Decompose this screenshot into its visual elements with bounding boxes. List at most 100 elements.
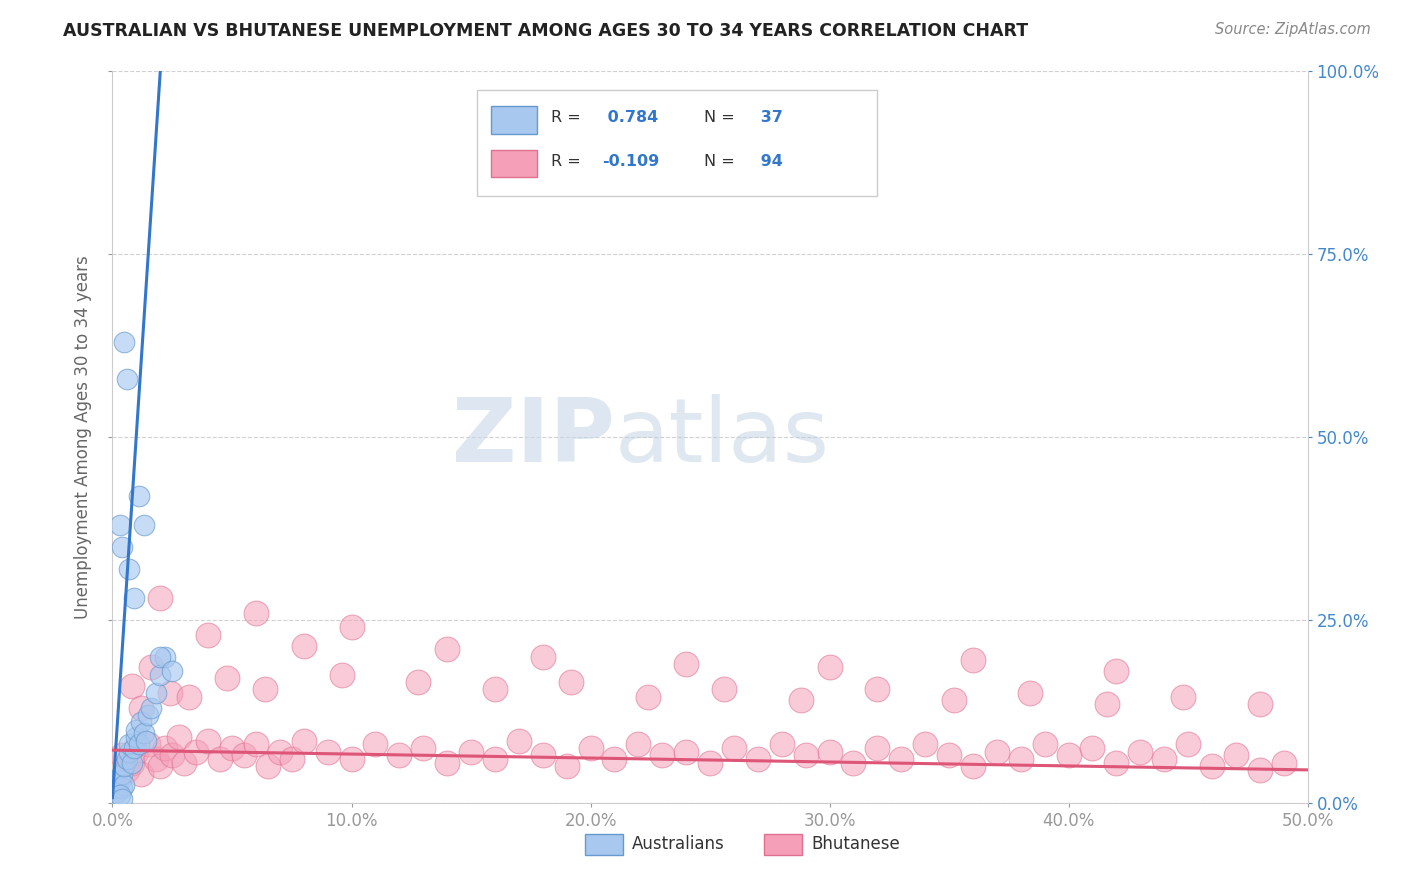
Text: Source: ZipAtlas.com: Source: ZipAtlas.com [1215, 22, 1371, 37]
Point [149, 649, 172, 664]
Point [1129, 745, 1152, 759]
Point [233, 748, 256, 763]
Point [723, 740, 745, 755]
Point [942, 693, 965, 707]
Point [159, 686, 181, 700]
FancyBboxPatch shape [491, 106, 537, 134]
Point [104, 778, 127, 792]
Point [269, 745, 291, 759]
Point [114, 759, 135, 773]
Point [209, 752, 232, 766]
Point [108, 789, 131, 803]
Point [1225, 748, 1247, 763]
Point [115, 763, 138, 777]
Point [111, 781, 134, 796]
FancyBboxPatch shape [491, 150, 537, 178]
Point [138, 708, 160, 723]
Point [1081, 740, 1104, 755]
Point [508, 733, 530, 747]
Point [128, 489, 150, 503]
Point [340, 620, 363, 634]
Point [177, 690, 200, 704]
Point [1095, 697, 1118, 711]
Point [139, 700, 162, 714]
Point [292, 733, 315, 747]
Point [1249, 697, 1271, 711]
Text: ZIP: ZIP [451, 393, 614, 481]
Point [436, 642, 458, 657]
Point [436, 756, 458, 770]
Point [129, 715, 152, 730]
Text: 0.784: 0.784 [603, 110, 659, 125]
Point [1019, 686, 1042, 700]
Point [186, 745, 208, 759]
Point [111, 748, 134, 763]
Point [986, 745, 1008, 759]
Point [938, 748, 960, 763]
Point [169, 730, 191, 744]
Point [118, 562, 141, 576]
Point [388, 748, 411, 763]
Point [1177, 737, 1199, 751]
Point [149, 759, 172, 773]
Point [129, 700, 152, 714]
Point [1057, 748, 1080, 763]
Text: Bhutanese: Bhutanese [811, 836, 900, 854]
Point [484, 682, 506, 697]
Point [866, 682, 889, 697]
Point [108, 770, 131, 784]
Point [818, 745, 841, 759]
Point [135, 733, 157, 747]
Point [197, 733, 219, 747]
Point [128, 737, 150, 751]
Point [162, 748, 183, 763]
Point [747, 752, 769, 766]
Point [281, 752, 304, 766]
Point [1272, 756, 1295, 770]
Point [139, 660, 162, 674]
Point [125, 745, 148, 759]
Text: 94: 94 [755, 153, 783, 169]
Point [890, 752, 912, 766]
Point [217, 672, 239, 686]
Point [121, 756, 143, 770]
Point [316, 745, 339, 759]
Point [794, 748, 817, 763]
Point [153, 649, 176, 664]
Point [111, 540, 134, 554]
Point [531, 748, 554, 763]
Point [114, 778, 135, 792]
Point [292, 639, 315, 653]
Point [460, 745, 482, 759]
Point [1249, 763, 1271, 777]
Text: N =: N = [704, 153, 740, 169]
Point [121, 756, 143, 770]
Point [914, 737, 936, 751]
Point [1105, 756, 1128, 770]
Point [675, 745, 697, 759]
Point [1173, 690, 1195, 704]
Point [221, 740, 243, 755]
Point [121, 679, 143, 693]
Text: AUSTRALIAN VS BHUTANESE UNEMPLOYMENT AMONG AGES 30 TO 34 YEARS CORRELATION CHART: AUSTRALIAN VS BHUTANESE UNEMPLOYMENT AMO… [63, 22, 1028, 40]
Point [145, 752, 167, 766]
FancyBboxPatch shape [585, 833, 623, 855]
Point [364, 737, 387, 751]
Point [118, 745, 141, 759]
Point [818, 660, 841, 674]
Point [145, 686, 167, 700]
Point [245, 606, 267, 620]
Point [108, 773, 131, 788]
Point [770, 737, 793, 751]
Point [149, 591, 172, 605]
Text: R =: R = [551, 153, 586, 169]
Point [257, 759, 280, 773]
Point [125, 730, 148, 744]
Point [675, 657, 697, 671]
Point [108, 517, 131, 532]
Point [962, 653, 984, 667]
FancyBboxPatch shape [763, 833, 801, 855]
Point [1010, 752, 1032, 766]
Point [254, 682, 277, 697]
Point [132, 517, 155, 532]
